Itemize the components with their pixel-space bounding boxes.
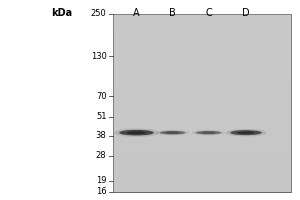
Ellipse shape xyxy=(196,131,221,134)
Ellipse shape xyxy=(114,128,159,137)
Ellipse shape xyxy=(237,131,255,134)
Bar xyxy=(112,14,291,192)
Text: 250: 250 xyxy=(91,9,106,19)
Text: B: B xyxy=(169,8,176,18)
Text: 38: 38 xyxy=(96,131,106,140)
Ellipse shape xyxy=(226,129,266,136)
Text: kDa: kDa xyxy=(51,8,72,18)
Ellipse shape xyxy=(202,132,215,134)
Ellipse shape xyxy=(119,130,154,135)
Text: 51: 51 xyxy=(96,112,106,121)
Text: 16: 16 xyxy=(96,188,106,196)
Text: D: D xyxy=(242,8,250,18)
Text: 28: 28 xyxy=(96,151,106,160)
Ellipse shape xyxy=(156,130,189,135)
Text: 130: 130 xyxy=(91,52,106,61)
Ellipse shape xyxy=(230,130,262,135)
Text: 19: 19 xyxy=(96,176,106,185)
Text: A: A xyxy=(133,8,140,18)
Ellipse shape xyxy=(127,131,146,134)
Text: 70: 70 xyxy=(96,92,106,101)
Ellipse shape xyxy=(192,130,225,135)
Text: C: C xyxy=(205,8,212,18)
Ellipse shape xyxy=(160,131,185,134)
Ellipse shape xyxy=(166,132,179,134)
